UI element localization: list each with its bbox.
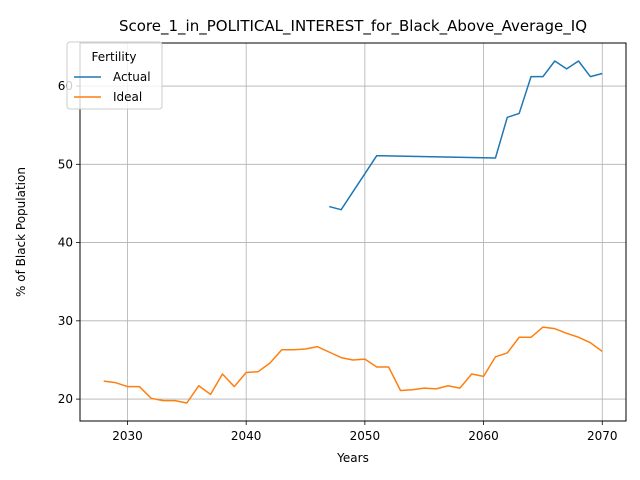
x-tick-label: 2030	[112, 429, 143, 443]
grid-lines	[80, 43, 626, 421]
axes-frame	[79, 42, 627, 422]
y-axis-label: % of Black Population	[14, 167, 28, 297]
x-axis-label: Years	[336, 451, 369, 465]
legend-title: Fertility	[91, 50, 136, 64]
legend: Fertility Actual Ideal	[66, 41, 163, 110]
x-tick-label: 2040	[231, 429, 262, 443]
x-tick-label: 2070	[587, 429, 618, 443]
series-lines	[103, 60, 603, 404]
chart-title: Score_1_in_POLITICAL_INTEREST_for_Black_…	[119, 17, 587, 36]
x-tick-label: 2060	[468, 429, 499, 443]
y-tick-label: 20	[58, 392, 73, 406]
y-tick-label: 50	[58, 157, 73, 171]
series-line-ideal	[103, 326, 603, 404]
legend-label-actual: Actual	[113, 70, 151, 84]
legend-box	[66, 41, 163, 110]
y-tick-label: 40	[58, 236, 73, 250]
x-tick-label: 2050	[350, 429, 381, 443]
legend-label-ideal: Ideal	[113, 90, 142, 104]
series-line-actual	[329, 60, 603, 211]
y-tick-label: 30	[58, 314, 73, 328]
